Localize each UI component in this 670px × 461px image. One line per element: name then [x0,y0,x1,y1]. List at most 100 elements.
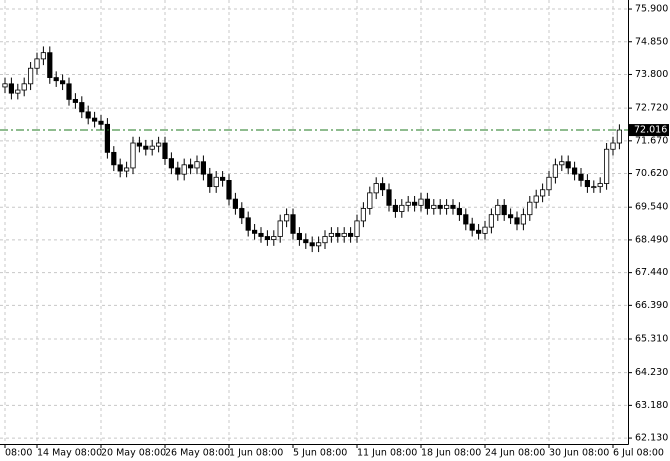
candle-body [604,148,610,184]
candle-body [232,198,238,209]
candle-body [130,142,136,169]
candle-body [226,180,232,200]
candle-body [597,183,603,188]
candle-body [8,83,14,94]
candle-body [328,232,335,237]
candle-body [591,186,597,189]
y-tick-label: 75.900 [635,4,668,15]
candle-body [488,214,495,228]
last-price-box [629,124,669,137]
candle-body [53,77,59,82]
candle-body [200,161,206,175]
candle-body [245,217,251,231]
x-tick-label: 14 May 08:00 [37,448,102,459]
candle-body [143,145,149,150]
candle-body [565,161,571,169]
candle-body [373,183,379,194]
y-tick-label: 63.180 [635,400,668,411]
x-tick-label: 5 Jun 08:00 [293,448,347,459]
candle-body [501,204,507,216]
candle-body [424,198,431,209]
candle-body [104,123,110,153]
candle-body [47,52,53,78]
labels: 75.900 74.850 73.800 72.720 71.670 70.620 69.5… [4,4,669,459]
candle-body [194,161,200,169]
candle-body [533,195,539,203]
candle-body [431,204,437,209]
candle-body [572,167,578,175]
candle-body [520,214,527,225]
candle-body [411,201,418,206]
x-tick-label: 6 Jul 08:00 [613,448,664,459]
candle-body [495,204,501,216]
candle-body [341,232,347,237]
candle-body [239,208,245,219]
candle-body [168,158,174,169]
candle-body [162,142,168,159]
candle-body [616,129,623,144]
candle-body [443,204,450,209]
candle-body [405,201,411,206]
candle-body [309,242,315,247]
candle-body [34,58,40,69]
candle-body [392,204,399,212]
candle-body [264,236,271,241]
candle-body [187,164,194,169]
candle-body [181,164,187,175]
candle-body [546,176,552,191]
candle-body [213,176,219,188]
x-tick-label: 11 Jun 08:00 [357,448,417,459]
candle-body [296,232,303,241]
candle-body [92,117,98,122]
candle-body [514,217,520,225]
y-tick-label: 72.720 [635,103,668,114]
y-tick-label: 66.390 [635,300,668,311]
candle-body [21,83,27,91]
candle-body [124,167,130,172]
candle-body [2,83,8,88]
candle-body [463,214,469,225]
candle-body [79,102,85,113]
candle-body [66,83,72,100]
candle-body [367,192,373,209]
candle-body [111,151,117,166]
candle-body [437,204,443,209]
candle-body [207,173,213,188]
candle-body [399,204,405,212]
x-tick-label: 18 Jun 08:00 [421,448,481,459]
candle-body [347,232,354,237]
candle-body [60,80,66,85]
candle-body [552,164,559,178]
candle-body [584,180,591,188]
candle-body [136,142,142,147]
candle-body [610,142,616,150]
candle-body [117,164,123,172]
y-tick-label: 71.670 [635,135,668,146]
candle-body [271,236,277,241]
candle-body [527,201,533,216]
candle-body [315,242,322,247]
candles [0,46,628,253]
candle-body [277,220,283,237]
candle-body [559,161,565,166]
candle-body [360,208,367,222]
candle-body [578,173,584,181]
candle-body [155,142,162,147]
x-tick-label: 26 May 08:00 [165,448,230,459]
y-tick-label: 70.620 [635,168,668,179]
candle-body [450,204,456,209]
candle-body [507,214,514,219]
x-tick-label: 1 Jun 08:00 [229,448,283,459]
candle-body [322,236,328,244]
candle-body [251,229,258,234]
candle-body [475,229,482,234]
y-tick-label: 65.310 [635,333,668,344]
y-tick-label: 73.800 [635,69,668,80]
y-tick-label: 68.490 [635,234,668,245]
candle-body [219,176,226,181]
candle-body [469,223,475,231]
candle-body [290,214,296,234]
y-tick-label: 74.850 [635,36,668,47]
y-tick-label: 64.230 [635,367,668,378]
